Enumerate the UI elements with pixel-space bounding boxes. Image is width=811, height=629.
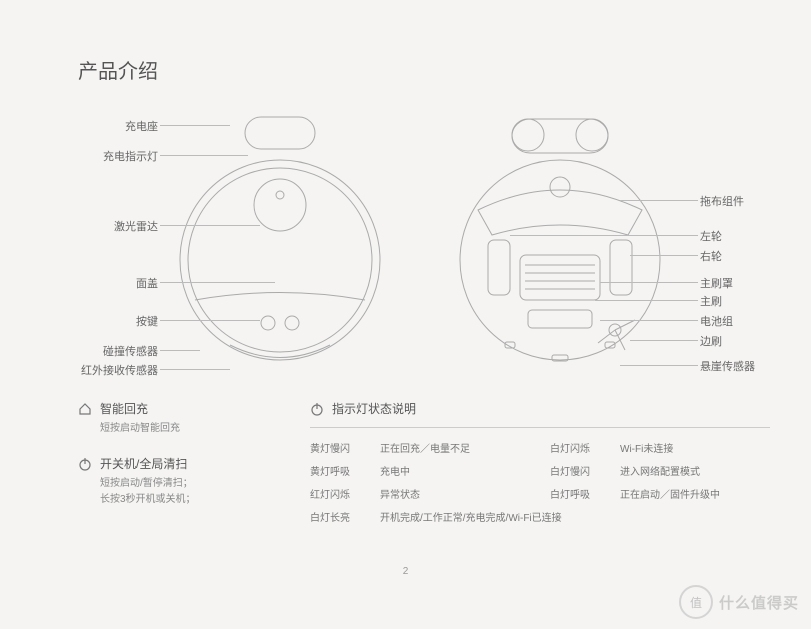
label-main-brush: 主刷 <box>700 293 722 309</box>
table-row: 黄灯呼吸 充电中 白灯慢闪 进入网络配置模式 <box>310 463 770 478</box>
cell: 黄灯呼吸 <box>310 463 380 478</box>
cell: 白灯慢闪 <box>550 463 620 478</box>
label-ir: 红外接收传感器 <box>68 362 158 378</box>
label-brush-cover: 主刷罩 <box>700 275 733 291</box>
watermark-text: 什么值得买 <box>719 592 799 613</box>
label-mop: 拖布组件 <box>700 193 744 209</box>
label-right-wheel: 右轮 <box>700 248 722 264</box>
label-side-brush: 边刷 <box>700 333 722 349</box>
indicator-section: 指示灯状态说明 黄灯慢闪 正在回充／电量不足 白灯闪烁 Wi-Fi未连接 黄灯呼… <box>310 400 770 532</box>
label-charge-led: 充电指示灯 <box>78 148 158 164</box>
control-power-title: 开关机/全局清扫 <box>100 455 187 472</box>
home-icon <box>78 402 92 416</box>
cell: 充电中 <box>380 463 550 478</box>
cell: 开机完成/工作正常/充电完成/Wi-Fi已连接 <box>380 509 562 524</box>
label-lidar: 激光雷达 <box>78 218 158 234</box>
control-power-sub1: 短按启动/暂停清扫； <box>100 476 278 492</box>
control-home-title: 智能回充 <box>100 400 148 417</box>
page-title: 产品介绍 <box>78 55 158 84</box>
cell: 异常状态 <box>380 486 550 501</box>
indicator-title: 指示灯状态说明 <box>332 400 416 417</box>
table-row: 黄灯慢闪 正在回充／电量不足 白灯闪烁 Wi-Fi未连接 <box>310 440 770 455</box>
table-row: 红灯闪烁 异常状态 白灯呼吸 正在启动／固件升级中 <box>310 486 770 501</box>
cell: 正在启动／固件升级中 <box>620 486 770 501</box>
cell: 红灯闪烁 <box>310 486 380 501</box>
power-icon <box>310 402 324 416</box>
label-battery: 电池组 <box>700 313 733 329</box>
cell: Wi-Fi未连接 <box>620 440 770 455</box>
cell: 进入网络配置模式 <box>620 463 770 478</box>
table-row: 白灯长亮 开机完成/工作正常/充电完成/Wi-Fi已连接 <box>310 509 770 524</box>
cell: 白灯呼吸 <box>550 486 620 501</box>
page-number: 2 <box>403 566 409 577</box>
watermark: 值 什么值得买 <box>679 585 799 619</box>
control-power-sub2: 长按3秒开机或关机； <box>100 492 278 508</box>
label-cover: 面盖 <box>78 275 158 291</box>
cell: 白灯闪烁 <box>550 440 620 455</box>
label-dock: 充电座 <box>78 118 158 134</box>
control-power: 开关机/全局清扫 短按启动/暂停清扫； 长按3秒开机或关机； <box>78 455 278 508</box>
label-cliff: 悬崖传感器 <box>700 358 755 374</box>
label-left-wheel: 左轮 <box>700 228 722 244</box>
controls-section: 智能回充 短按启动智能回充 开关机/全局清扫 短按启动/暂停清扫； 长按3秒开机… <box>78 400 278 526</box>
watermark-badge: 值 <box>679 585 713 619</box>
indicator-table: 黄灯慢闪 正在回充／电量不足 白灯闪烁 Wi-Fi未连接 黄灯呼吸 充电中 白灯… <box>310 440 770 524</box>
robot-bottom-view <box>450 115 670 385</box>
control-home: 智能回充 短按启动智能回充 <box>78 400 278 437</box>
cell: 黄灯慢闪 <box>310 440 380 455</box>
control-home-sub: 短按启动智能回充 <box>100 421 278 437</box>
cell: 白灯长亮 <box>310 509 380 524</box>
power-icon <box>78 457 92 471</box>
cell: 正在回充／电量不足 <box>380 440 550 455</box>
label-button: 按键 <box>78 313 158 329</box>
label-bumper: 碰撞传感器 <box>78 343 158 359</box>
